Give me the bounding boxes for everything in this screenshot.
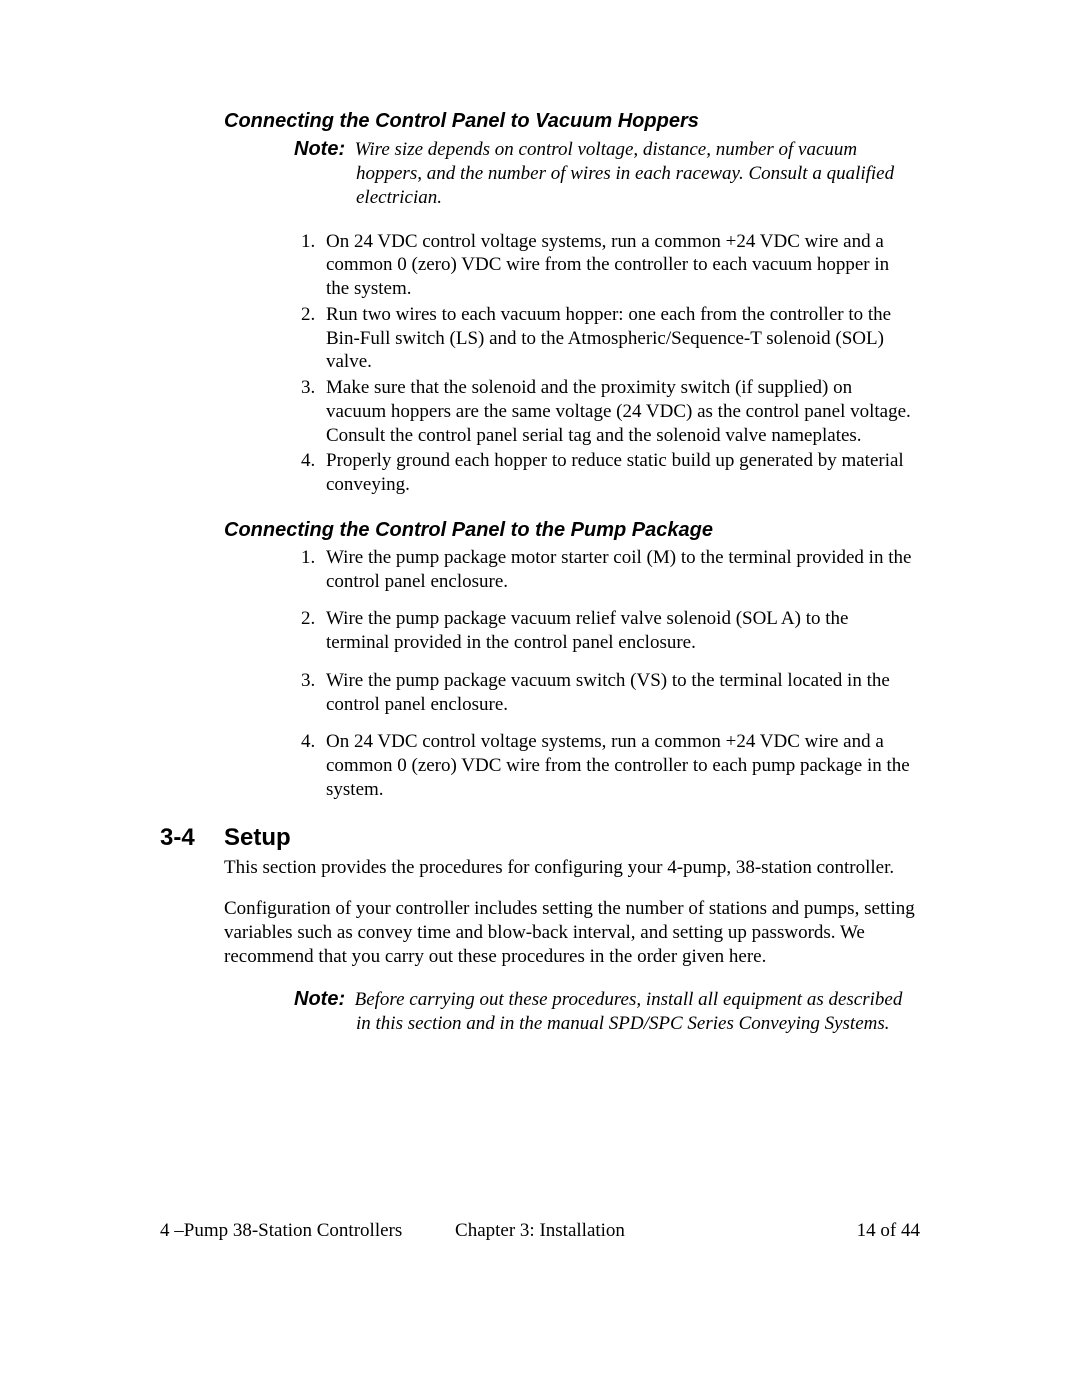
list-item: Wire the pump package motor starter coil… — [320, 546, 914, 594]
steps-list-pump-package: Wire the pump package motor starter coil… — [292, 546, 920, 802]
section-heading-vacuum-hoppers: Connecting the Control Panel to Vacuum H… — [224, 110, 920, 133]
list-item: Wire the pump package vacuum relief valv… — [320, 607, 914, 655]
footer-right: 14 of 44 — [667, 1220, 920, 1242]
document-page: Connecting the Control Panel to Vacuum H… — [0, 0, 1080, 1397]
note-label: Note: — [294, 138, 345, 160]
steps-list-vacuum-hoppers: On 24 VDC control voltage systems, run a… — [292, 230, 920, 497]
page-footer: 4 –Pump 38-Station Controllers Chapter 3… — [160, 1220, 920, 1242]
list-item: Wire the pump package vacuum switch (VS)… — [320, 669, 914, 717]
body-paragraph: This section provides the procedures for… — [224, 856, 920, 880]
list-item: Properly ground each hopper to reduce st… — [320, 449, 914, 497]
note-label: Note: — [294, 988, 345, 1010]
chapter-title: Setup — [224, 824, 291, 852]
list-item: Run two wires to each vacuum hopper: one… — [320, 303, 914, 374]
note-text: Before carrying out these procedures, in… — [355, 989, 903, 1034]
body-paragraph: Configuration of your controller include… — [224, 897, 920, 968]
note-text: Wire size depends on control voltage, di… — [355, 139, 895, 208]
note-block-install-equipment: Note: Before carrying out these procedur… — [294, 987, 910, 1036]
note-block-wire-size: Note: Wire size depends on control volta… — [294, 137, 910, 210]
chapter-heading-row: 3-4 Setup — [160, 824, 920, 852]
list-item: On 24 VDC control voltage systems, run a… — [320, 230, 914, 301]
footer-center: Chapter 3: Installation — [413, 1220, 666, 1242]
chapter-number: 3-4 — [160, 824, 224, 852]
list-item: Make sure that the solenoid and the prox… — [320, 376, 914, 447]
footer-left: 4 –Pump 38-Station Controllers — [160, 1220, 413, 1242]
list-item: On 24 VDC control voltage systems, run a… — [320, 730, 914, 801]
section-heading-pump-package: Connecting the Control Panel to the Pump… — [224, 519, 920, 542]
